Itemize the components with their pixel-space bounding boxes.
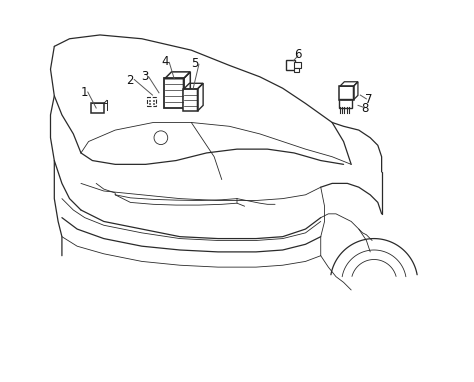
FancyBboxPatch shape — [91, 103, 104, 113]
FancyBboxPatch shape — [339, 86, 354, 100]
FancyBboxPatch shape — [339, 99, 352, 108]
Text: 4: 4 — [161, 55, 168, 68]
FancyBboxPatch shape — [147, 97, 156, 106]
Text: 2: 2 — [126, 74, 133, 87]
FancyBboxPatch shape — [149, 103, 150, 104]
Text: 7: 7 — [365, 93, 372, 106]
Text: 5: 5 — [191, 57, 199, 70]
Text: 8: 8 — [361, 102, 368, 115]
Text: 6: 6 — [294, 48, 301, 61]
FancyBboxPatch shape — [149, 100, 150, 101]
FancyBboxPatch shape — [183, 89, 198, 112]
FancyBboxPatch shape — [294, 62, 301, 68]
FancyBboxPatch shape — [153, 100, 154, 101]
FancyBboxPatch shape — [286, 60, 295, 70]
FancyBboxPatch shape — [294, 68, 299, 72]
FancyBboxPatch shape — [164, 78, 184, 108]
Text: 3: 3 — [141, 70, 148, 83]
Text: 1: 1 — [81, 86, 89, 99]
FancyBboxPatch shape — [153, 103, 154, 104]
